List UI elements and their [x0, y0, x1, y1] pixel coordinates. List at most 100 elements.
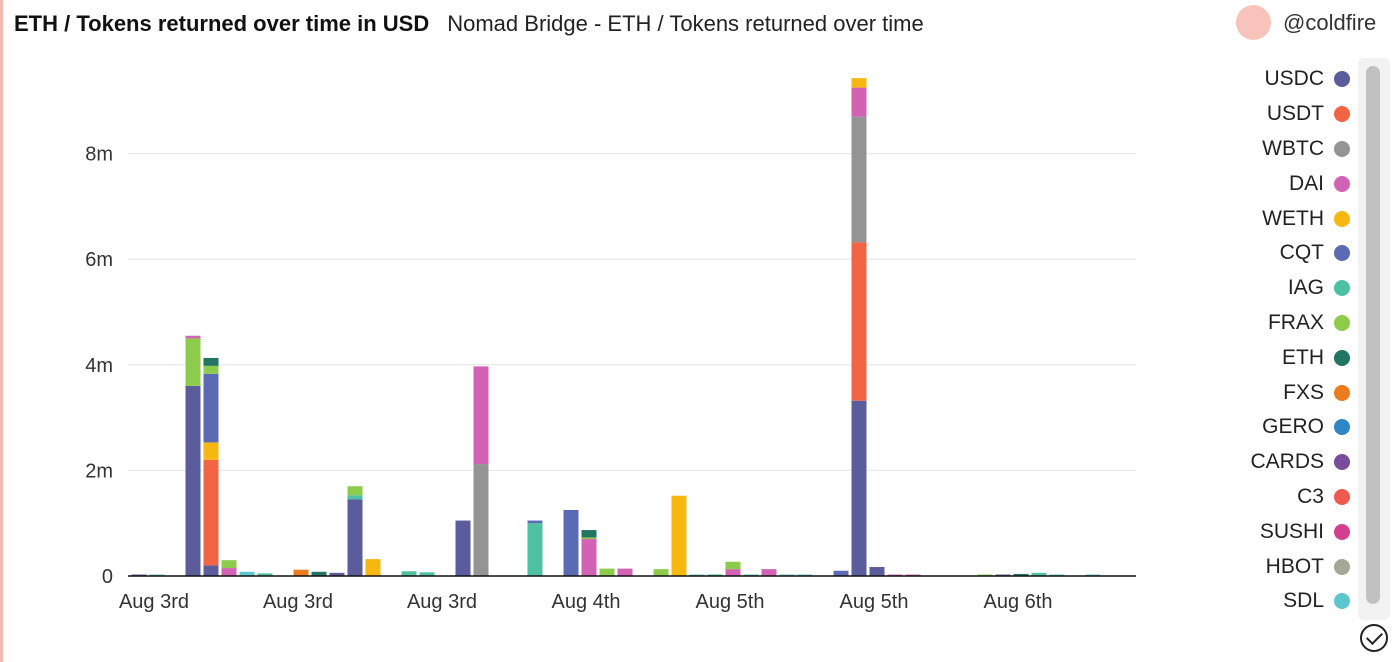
legend-scrollbar-thumb[interactable] [1366, 66, 1380, 604]
bar-segment-iag[interactable] [419, 572, 435, 576]
legend-item-usdt[interactable]: USDT [1200, 97, 1350, 132]
bar-chart: 0 2m 4m 6m 8m Aug 3rd Aug 3rd Aug 3rd Aug 4th Aug… [85, 78, 1136, 613]
legend-swatch [1334, 419, 1350, 436]
bar-segment-sdl[interactable] [239, 571, 255, 576]
legend-item-c3[interactable]: C3 [1200, 480, 1350, 515]
x-tick-label: Aug 3rd [263, 591, 333, 613]
bar-segment-dai[interactable] [473, 366, 489, 465]
legend-label: SUSHI [1259, 519, 1324, 543]
check-circle-icon[interactable] [1360, 624, 1388, 652]
legend-item-iag[interactable]: IAG [1200, 271, 1350, 306]
y-tick-label: 8m [85, 144, 113, 166]
legend-label: CARDS [1250, 450, 1324, 474]
bar-segment-usdc[interactable] [347, 499, 363, 576]
bar-segment-iag[interactable] [527, 523, 543, 576]
legend-swatch [1334, 140, 1350, 157]
bar-segment-iag[interactable] [707, 574, 723, 576]
y-tick-label: 4m [85, 355, 113, 377]
bar-segment-frax[interactable] [185, 338, 201, 386]
legend-swatch [1334, 488, 1350, 505]
bar-segment-usdt[interactable] [851, 242, 867, 401]
legend-label: HBOT [1265, 554, 1324, 578]
bar-segment-eth[interactable] [581, 530, 597, 538]
bar-segment-iag[interactable] [1031, 572, 1047, 576]
legend-label: CQT [1279, 241, 1324, 265]
bar-segment-usdc[interactable] [869, 567, 885, 576]
bar-segment-dai[interactable] [185, 335, 201, 339]
bar-segment-weth[interactable] [851, 78, 867, 88]
legend-item-weth[interactable]: WETH [1200, 201, 1350, 236]
bar-segment-dai[interactable] [851, 87, 867, 117]
panel-left-border [0, 0, 3, 662]
legend-item-cqt[interactable]: CQT [1200, 236, 1350, 271]
legend-item-cards[interactable]: CARDS [1200, 445, 1350, 480]
bar-segment-cqt[interactable] [527, 520, 543, 524]
bar-segment-dai[interactable] [725, 569, 741, 576]
legend-item-wbtc[interactable]: WBTC [1200, 132, 1350, 167]
y-tick-label: 0 [102, 566, 113, 588]
author-badge[interactable]: @coldfire [1236, 5, 1376, 40]
legend-swatch [1334, 175, 1350, 192]
bar-segment-dai[interactable] [581, 539, 597, 576]
legend-label: FRAX [1267, 310, 1324, 334]
legend-swatch [1334, 280, 1350, 297]
bar-segment-frax[interactable] [581, 537, 597, 540]
bar-segment-fxs[interactable] [293, 569, 309, 576]
legend-label: USDT [1266, 102, 1324, 126]
legend-item-usdc[interactable]: USDC [1200, 62, 1350, 97]
bar-segment-frax[interactable] [203, 365, 219, 374]
legend-item-hbot[interactable]: HBOT [1200, 549, 1350, 584]
bar-segment-cqt[interactable] [833, 570, 849, 576]
bar-segment-dai[interactable] [221, 568, 237, 576]
bar-segment-frax[interactable] [221, 560, 237, 569]
legend-swatch [1334, 384, 1350, 401]
legend-swatch [1334, 314, 1350, 331]
legend-swatch [1334, 454, 1350, 471]
bar-segment-usdc[interactable] [203, 565, 219, 576]
bar-segment-iag[interactable] [257, 573, 273, 576]
bar-segment-eth[interactable] [203, 357, 219, 366]
x-tick-label: Aug 3rd [407, 591, 477, 613]
bar-segment-usdc[interactable] [851, 400, 867, 576]
bar-segment-wbtc[interactable] [473, 464, 489, 576]
x-tick-label: Aug 3rd [119, 591, 189, 613]
x-tick-label: Aug 5th [696, 591, 765, 613]
legend-item-eth[interactable]: ETH [1200, 340, 1350, 375]
bar-segment-cqt[interactable] [563, 510, 579, 576]
bar-segment-eth[interactable] [1013, 573, 1029, 576]
bar-segment-usdc[interactable] [329, 572, 345, 576]
chart-legend: USDC USDT WBTC DAI WETH CQT IAG FRAX ETH FXS GERO C… [1200, 62, 1350, 619]
legend-item-sushi[interactable]: SUSHI [1200, 514, 1350, 549]
legend-swatch [1334, 558, 1350, 575]
bar-segment-wbtc[interactable] [851, 116, 867, 243]
bar-segment-usdc[interactable] [455, 520, 471, 576]
bar-segment-iag[interactable] [347, 495, 363, 500]
bar-segment-usdt[interactable] [203, 459, 219, 566]
legend-swatch [1334, 71, 1350, 88]
legend-item-dai[interactable]: DAI [1200, 166, 1350, 201]
bar-segment-frax[interactable] [347, 486, 363, 496]
bar-segment-iag[interactable] [401, 571, 417, 576]
bar-segment-frax[interactable] [653, 569, 669, 576]
bar-segment-dai[interactable] [617, 568, 633, 576]
bar-segment-frax[interactable] [599, 568, 615, 576]
legend-label: SDL [1283, 589, 1324, 613]
author-name[interactable]: @coldfire [1283, 9, 1377, 35]
bar-segment-weth[interactable] [203, 442, 219, 460]
bar-segment-weth[interactable] [671, 495, 687, 576]
legend-item-gero[interactable]: GERO [1200, 410, 1350, 445]
bar-segment-cqt[interactable] [203, 373, 219, 443]
avatar[interactable] [1236, 5, 1271, 40]
legend-item-fxs[interactable]: FXS [1200, 375, 1350, 410]
chart-header: ETH / Tokens returned over time in USD N… [14, 8, 924, 40]
legend-item-frax[interactable]: FRAX [1200, 306, 1350, 341]
legend-item-sdl[interactable]: SDL [1200, 584, 1350, 619]
legend-label: USDC [1264, 67, 1324, 91]
bar-segment-eth[interactable] [311, 571, 327, 576]
bar-segment-dai[interactable] [761, 569, 777, 576]
legend-swatch [1334, 349, 1350, 366]
bar-segment-weth[interactable] [365, 559, 381, 576]
bar-segment-usdc[interactable] [185, 385, 201, 576]
bar-segment-frax[interactable] [725, 561, 741, 570]
legend-swatch [1334, 523, 1350, 540]
